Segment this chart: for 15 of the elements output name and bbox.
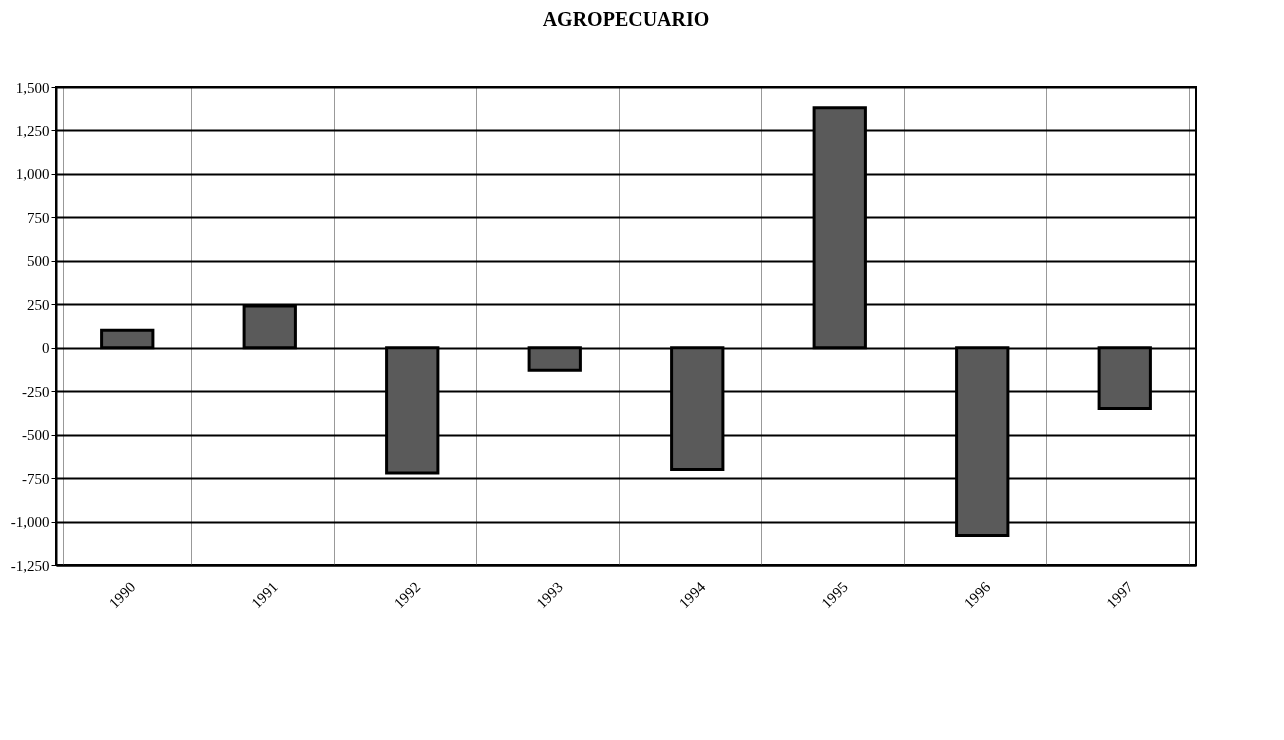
y-tick-label: 1,500: [15, 79, 50, 96]
chart-title: AGROPECUARIO: [542, 8, 710, 30]
y-tick-label: -750: [22, 470, 50, 487]
x-tick-label: 1991: [248, 578, 281, 612]
y-tick-label: 1,000: [15, 166, 50, 183]
y-tick-label: 500: [27, 253, 50, 270]
y-tick-label: -250: [22, 383, 50, 400]
y-tick-label: 250: [27, 296, 50, 313]
y-tick-label: -1,250: [10, 557, 50, 574]
y-tick-label: -500: [22, 427, 50, 444]
y-tick-label: 1,250: [15, 122, 50, 139]
x-tick-label: 1993: [533, 578, 566, 612]
y-tick-label: 750: [27, 209, 50, 226]
y-tick-label: 0: [42, 340, 50, 357]
y-tick-label: -1,000: [10, 514, 50, 531]
